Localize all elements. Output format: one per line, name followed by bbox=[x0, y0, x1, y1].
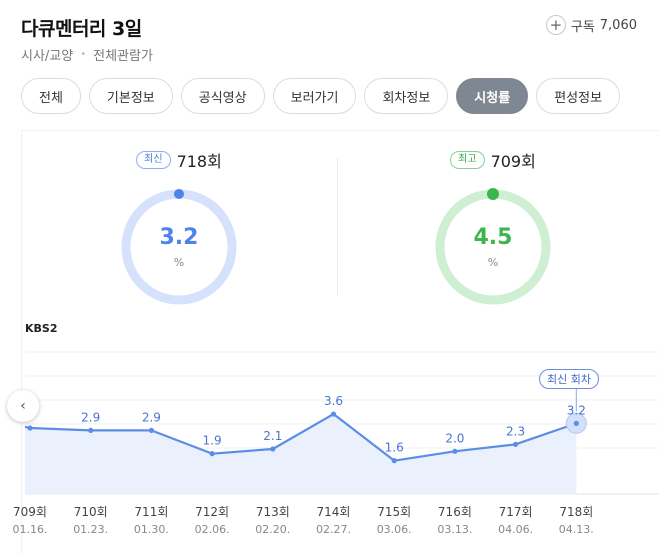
x-tick-date: 04.06. bbox=[498, 523, 533, 536]
latest-badge: 최신 bbox=[136, 151, 171, 169]
data-label: 2.9 bbox=[142, 410, 161, 424]
latest-rating-value: 3.2 bbox=[159, 224, 199, 250]
tab-schedule[interactable]: 편성정보 bbox=[536, 78, 621, 114]
tab-all[interactable]: 전체 bbox=[21, 78, 81, 114]
data-label: 3.2 bbox=[567, 403, 586, 417]
x-tick-episode: 717회 bbox=[499, 505, 533, 519]
x-tick-episode: 715회 bbox=[377, 505, 411, 519]
latest-ring: 3.2 % bbox=[118, 186, 240, 308]
x-tick-episode: 712회 bbox=[195, 505, 229, 519]
data-point bbox=[573, 420, 579, 426]
best-episode: 709회 bbox=[490, 152, 536, 171]
x-tick-episode: 718회 bbox=[559, 505, 593, 519]
prev-page-button[interactable]: ‹ bbox=[7, 390, 39, 422]
latest-episode-tag: 최신 회차 bbox=[539, 369, 599, 389]
x-tick-date: 02.27. bbox=[316, 523, 351, 536]
tab-ratings[interactable]: 시청률 bbox=[456, 78, 529, 114]
tab-watch[interactable]: 보러가기 bbox=[272, 78, 357, 114]
data-point bbox=[148, 427, 154, 433]
chevron-left-icon: ‹ bbox=[20, 398, 26, 414]
ratings-panel bbox=[21, 130, 659, 554]
best-rating-value: 4.5 bbox=[473, 224, 513, 250]
latest-rating-stat: 최신 718회 3.2 % bbox=[79, 148, 279, 308]
stat-divider bbox=[337, 158, 338, 296]
data-point bbox=[209, 451, 215, 457]
data-point bbox=[27, 425, 33, 431]
ratings-chart: 709회 01.16. 2.9 710회 01.23. 2.9 711회 01.30. 1.9 7… bbox=[13, 351, 659, 536]
program-title: 다큐멘터리 3일 bbox=[21, 18, 142, 40]
plus-icon: + bbox=[545, 15, 566, 35]
genre-text: 시사/교양 bbox=[21, 49, 74, 64]
data-label: 2.3 bbox=[506, 424, 525, 438]
x-tick-episode: 716회 bbox=[438, 505, 472, 519]
latest-ring-graphic bbox=[121, 189, 237, 305]
x-tick-date: 04.13. bbox=[559, 523, 594, 536]
best-rating-stat: 최고 709회 4.5 % bbox=[393, 148, 593, 308]
x-tick-episode: 711회 bbox=[134, 505, 168, 519]
data-label: 1.9 bbox=[203, 434, 222, 448]
x-tick-date: 02.06. bbox=[195, 523, 230, 536]
x-tick-date: 01.16. bbox=[13, 523, 48, 536]
data-label: 2.1 bbox=[263, 429, 282, 443]
tab-official-video[interactable]: 공식영상 bbox=[180, 78, 265, 114]
x-tick-date: 02.20. bbox=[255, 523, 290, 536]
age-rating-text: 전체관람가 bbox=[93, 49, 153, 64]
best-rating-unit: % bbox=[487, 255, 499, 269]
latest-episode: 718회 bbox=[176, 152, 222, 171]
data-point bbox=[391, 458, 397, 464]
program-meta: 시사/교양 • 전체관람가 bbox=[21, 45, 153, 64]
subscribe-count: 7,060 bbox=[599, 17, 637, 33]
data-point bbox=[270, 446, 276, 452]
best-ring: 4.5 % bbox=[432, 186, 554, 308]
series-area bbox=[25, 414, 577, 494]
tab-basic-info[interactable]: 기본정보 bbox=[88, 78, 173, 114]
tab-bar: 전체 기본정보 공식영상 보러가기 회차정보 시청률 편성정보 bbox=[21, 78, 621, 114]
x-tick-date: 01.30. bbox=[134, 523, 169, 536]
separator-dot: • bbox=[80, 49, 87, 60]
data-label: 2.9 bbox=[81, 410, 100, 424]
tab-episodes[interactable]: 회차정보 bbox=[364, 78, 449, 114]
x-tick-episode: 710회 bbox=[74, 505, 108, 519]
latest-rating-unit: % bbox=[173, 255, 185, 269]
channel-label: KBS2 bbox=[25, 322, 58, 335]
subscribe-label: 구독 bbox=[570, 19, 595, 35]
x-tick-date: 01.23. bbox=[73, 523, 108, 536]
subscribe-button[interactable]: + 구독 7,060 bbox=[545, 15, 637, 35]
data-point bbox=[452, 448, 458, 454]
data-label: 1.6 bbox=[385, 441, 404, 455]
best-ring-graphic bbox=[435, 188, 551, 305]
data-label: 3.6 bbox=[324, 394, 343, 408]
x-tick-date: 03.13. bbox=[437, 523, 472, 536]
data-point bbox=[330, 411, 337, 417]
x-tick-date: 03.06. bbox=[377, 523, 412, 536]
data-point bbox=[513, 441, 519, 447]
data-point bbox=[88, 427, 94, 433]
x-tick-episode: 714회 bbox=[317, 505, 351, 519]
x-tick-episode: 709회 bbox=[13, 505, 47, 519]
best-badge: 최고 bbox=[450, 151, 485, 169]
data-label: 2.0 bbox=[445, 431, 464, 445]
x-tick-episode: 713회 bbox=[256, 505, 290, 519]
